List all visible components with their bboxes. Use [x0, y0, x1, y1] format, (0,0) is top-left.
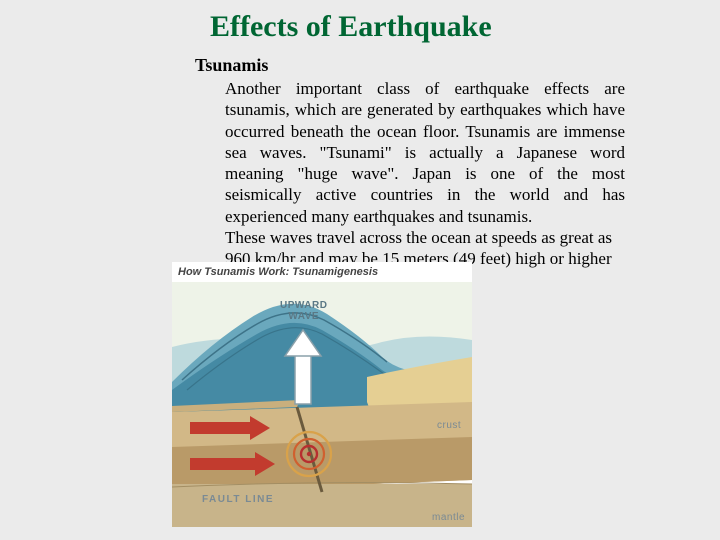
mantle-label: mantle	[432, 512, 465, 523]
crust-label: crust	[437, 420, 461, 431]
paragraph-1: Another important class of earthquake ef…	[225, 78, 625, 227]
body-text: Another important class of earthquake ef…	[225, 78, 625, 291]
slide-title: Effects of Earthquake	[210, 10, 492, 44]
diagram-title: How Tsunamis Work: Tsunamigenesis	[178, 266, 378, 278]
tsunami-diagram: How Tsunamis Work: Tsunamigenesis	[172, 262, 472, 527]
subheading: Tsunamis	[195, 55, 268, 76]
fault-line-label: FAULT LINE	[202, 494, 274, 505]
upward-wave-label: UPWARDWAVE	[280, 300, 327, 322]
seismic-rings	[287, 432, 331, 476]
